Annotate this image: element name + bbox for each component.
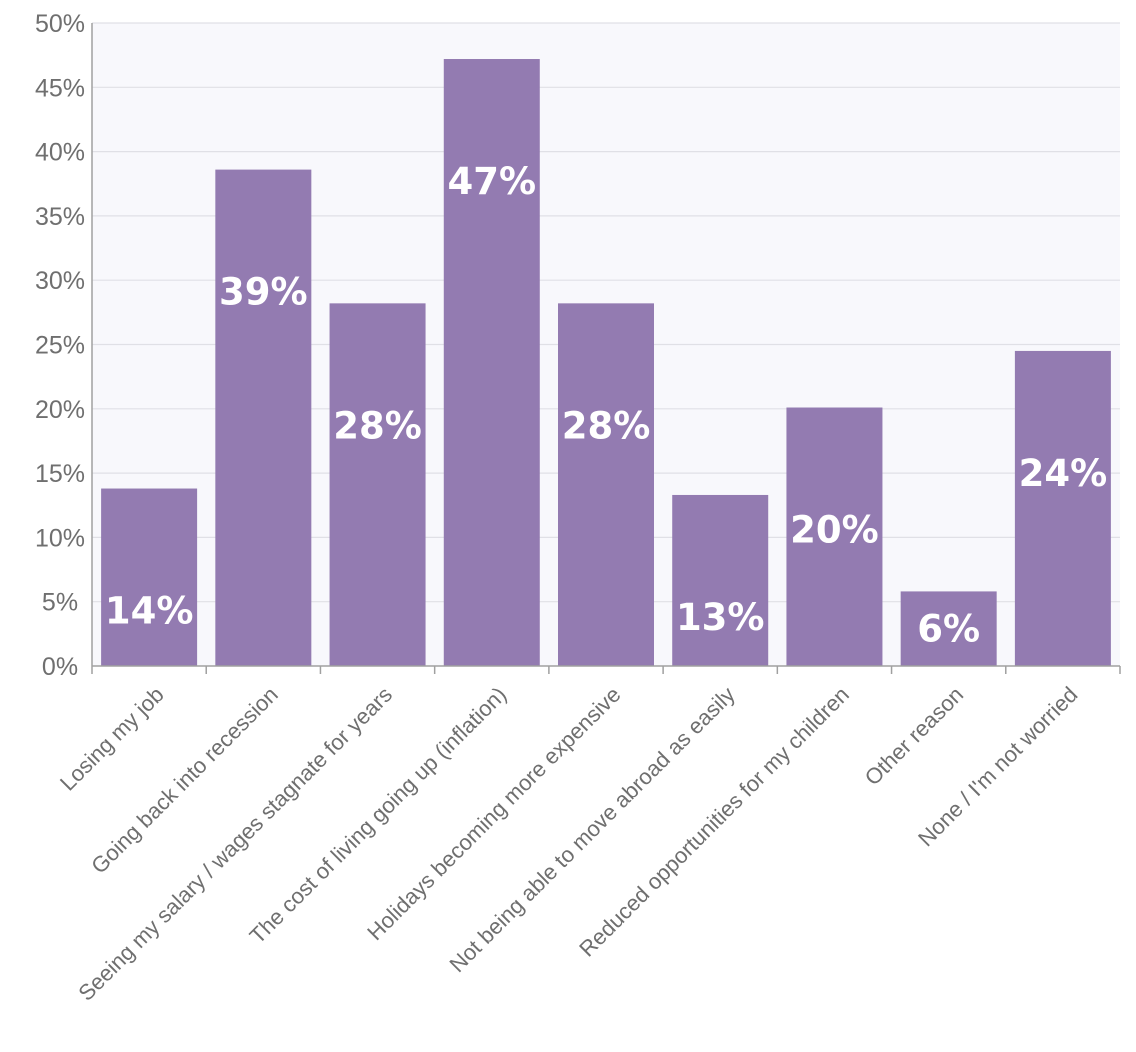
bars — [101, 59, 1111, 667]
x-category-label: The cost of living going up (inflation) — [245, 682, 512, 949]
bar — [786, 407, 883, 666]
y-tick-label: 50% — [35, 10, 85, 38]
data-label: 13% — [676, 596, 765, 639]
data-label: 20% — [790, 509, 879, 552]
data-label: 47% — [447, 160, 536, 203]
y-tick-label: 35% — [35, 203, 85, 231]
y-tick-label: 0% — [42, 653, 78, 681]
bar — [443, 59, 540, 667]
y-tick-label: 15% — [35, 460, 85, 488]
y-tick-label: 5% — [42, 589, 78, 617]
y-tick-label: 40% — [35, 139, 85, 167]
bar — [672, 494, 769, 666]
x-category-label: Losing my job — [55, 682, 169, 796]
data-label: 14% — [105, 590, 194, 633]
y-tick-label: 30% — [35, 267, 85, 295]
x-category-label: Holidays becoming more expensive — [362, 682, 625, 945]
y-tick-label: 45% — [35, 74, 85, 102]
bar — [215, 169, 312, 666]
x-category-label: Other reason — [860, 682, 968, 790]
bar — [558, 303, 654, 666]
y-tick-label: 25% — [35, 332, 85, 360]
bar — [1014, 350, 1111, 666]
y-tick-label: 20% — [35, 396, 85, 424]
y-axis: 0% 5% 10% 15% 20% 25% 30% 35% 40% 45% 50% — [35, 10, 93, 681]
bar — [101, 488, 198, 666]
x-category-label: Going back into recession — [86, 682, 283, 879]
bar — [329, 303, 426, 666]
data-label: 28% — [562, 404, 651, 447]
data-label: 28% — [333, 404, 422, 447]
bar — [900, 591, 997, 666]
y-tick-label: 10% — [35, 524, 85, 552]
data-label: 6% — [917, 608, 980, 651]
data-labels: 14% 39% 28% 47% 28% 13% 20% 6% 24% — [105, 160, 1107, 651]
data-label: 39% — [219, 271, 308, 314]
data-label: 24% — [1019, 452, 1108, 495]
